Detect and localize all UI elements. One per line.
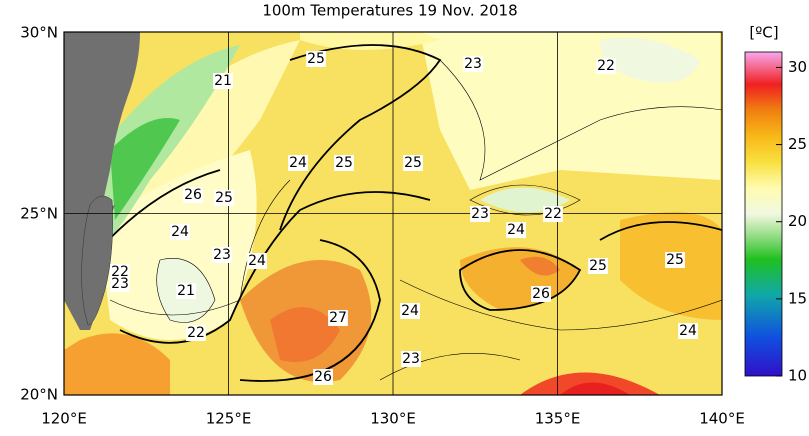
contour-label-box (588, 258, 608, 274)
contour-label: 21 (177, 283, 195, 299)
contour-label: 22 (597, 58, 615, 74)
contour-label: 26 (532, 286, 550, 302)
contour-label: 27 (329, 310, 347, 326)
contour-label: 23 (402, 351, 420, 367)
contour-label: 25 (666, 252, 684, 268)
colorbar-tick-label: 10 (788, 367, 807, 385)
contour-label: 24 (171, 224, 189, 240)
lon-labels: 120°E 125°E 130°E 135°E 140°E (41, 410, 745, 428)
lon-label: 140°E (699, 410, 745, 428)
contour-label: 26 (314, 369, 332, 385)
contour-label: 25 (404, 155, 422, 171)
contour-label-box (506, 222, 526, 238)
contour-label: 24 (679, 323, 697, 339)
contour-label: 24 (507, 222, 525, 238)
contour-label-box (531, 286, 551, 302)
lon-label: 130°E (370, 410, 416, 428)
contour-label-box (213, 73, 233, 89)
map-frame (63, 31, 723, 396)
contour-label-box (288, 155, 308, 171)
contour-label: 23 (213, 247, 231, 263)
contour-label-box (212, 247, 232, 263)
contour-label-box (110, 276, 130, 292)
contour-label-box (170, 224, 190, 240)
contour-label: 23 (471, 206, 489, 222)
contour-label-box (470, 206, 490, 222)
colorbar-tick-label: 20 (788, 212, 807, 230)
contour-label: 21 (214, 73, 232, 89)
contour-label: 24 (401, 303, 419, 319)
lat-labels: 30°N 25°N 20°N (20, 24, 58, 404)
contour-label: 23 (111, 276, 129, 292)
colorbar (744, 51, 783, 377)
contour-label-box (306, 51, 326, 67)
contour-label-box (401, 351, 421, 367)
contour-label-box (400, 303, 420, 319)
contour-label-box (678, 323, 698, 339)
lat-label: 30°N (20, 24, 58, 42)
contour-label: 25 (307, 51, 325, 67)
contour-labels: 25 23 22 21 24 25 25 26 25 23 22 24 24 23 24 25 25 22 23 26… (110, 51, 698, 385)
contour-label: 25 (589, 258, 607, 274)
contour-label-box (403, 155, 423, 171)
contour-label-box (186, 325, 206, 341)
contour-label-box (183, 187, 203, 203)
contour-label-box (665, 252, 685, 268)
contour-label: 24 (248, 253, 266, 269)
colorbar-tick-label: 25 (788, 135, 807, 153)
contour-label: 22 (544, 206, 562, 222)
contour-label-box (463, 56, 483, 72)
contour-label-box (247, 253, 267, 269)
lon-label: 135°E (535, 410, 581, 428)
contour-label: 25 (215, 190, 233, 206)
contour-label-box (214, 190, 234, 206)
contour-label-box (596, 58, 616, 74)
contour-label: 22 (187, 325, 205, 341)
lat-label: 25°N (20, 205, 58, 223)
lat-label: 20°N (20, 386, 58, 404)
contour-label-box (176, 283, 196, 299)
contour-label-box (543, 206, 563, 222)
contour-label-box (313, 369, 333, 385)
colorbar-unit: [ºC] (749, 24, 778, 42)
map-title: 100m Temperatures 19 Nov. 2018 (262, 2, 517, 20)
colorbar-tick-label: 15 (788, 289, 807, 307)
lon-label: 125°E (206, 410, 252, 428)
contour-label: 26 (184, 187, 202, 203)
contour-label: 25 (335, 155, 353, 171)
contour-label: 23 (464, 56, 482, 72)
contour-label: 24 (289, 155, 307, 171)
contour-label-box (328, 310, 348, 326)
lon-label: 120°E (41, 410, 87, 428)
contour-label-box (334, 155, 354, 171)
colorbar-tick-label: 30 (788, 58, 807, 76)
